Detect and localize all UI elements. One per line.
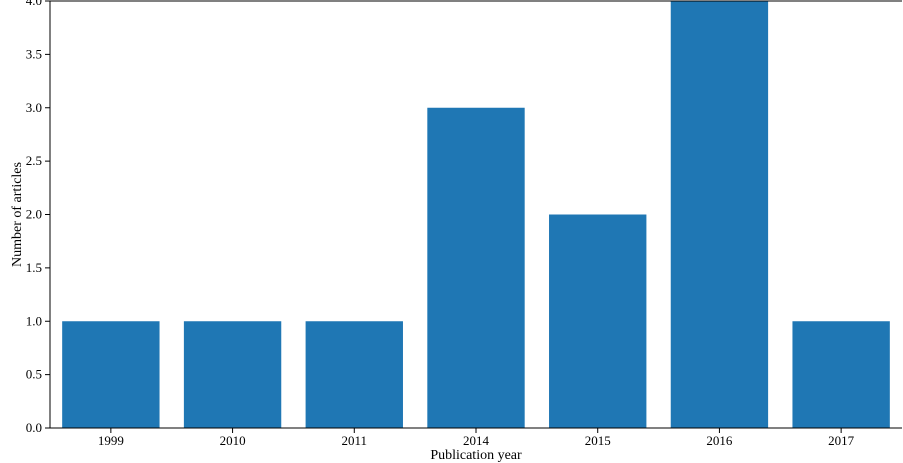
x-axis-title: Publication year bbox=[430, 448, 522, 463]
y-tick-label: 1.0 bbox=[26, 313, 42, 328]
y-axis-title: Number of articles bbox=[10, 162, 25, 267]
bar-2010 bbox=[183, 321, 282, 428]
bar-2017 bbox=[792, 321, 890, 428]
bar-2014 bbox=[427, 107, 525, 428]
y-tick-label: 4.0 bbox=[26, 0, 42, 8]
x-tick-label: 2016 bbox=[706, 433, 733, 448]
x-tick-label: 2011 bbox=[342, 433, 368, 448]
bars-group bbox=[62, 1, 890, 428]
bar-2016 bbox=[670, 1, 769, 428]
bar-1999 bbox=[62, 321, 160, 428]
bar-2015 bbox=[549, 214, 647, 428]
x-tick-label: 2014 bbox=[463, 433, 490, 448]
y-tick-label: 0.5 bbox=[26, 367, 42, 382]
y-tick-label: 1.5 bbox=[26, 260, 42, 275]
y-tick-label: 2.0 bbox=[26, 207, 42, 222]
x-tick-label: 2010 bbox=[220, 433, 246, 448]
y-tick-label: 3.5 bbox=[26, 46, 42, 61]
y-tick-label: 0.0 bbox=[26, 420, 42, 435]
y-axis-ticks: 0.0 0.5 1.0 1.5 2.0 2.5 3.0 3.5 4.0 bbox=[26, 0, 50, 435]
x-tick-label: 2015 bbox=[585, 433, 611, 448]
y-tick-label: 2.5 bbox=[26, 153, 42, 168]
x-tick-label: 2017 bbox=[828, 433, 855, 448]
y-tick-label: 3.0 bbox=[26, 100, 42, 115]
bar-2011 bbox=[305, 321, 403, 428]
x-tick-label: 1999 bbox=[98, 433, 124, 448]
x-axis-ticks: 1999 2010 2011 2014 2015 2016 2017 bbox=[98, 428, 855, 448]
